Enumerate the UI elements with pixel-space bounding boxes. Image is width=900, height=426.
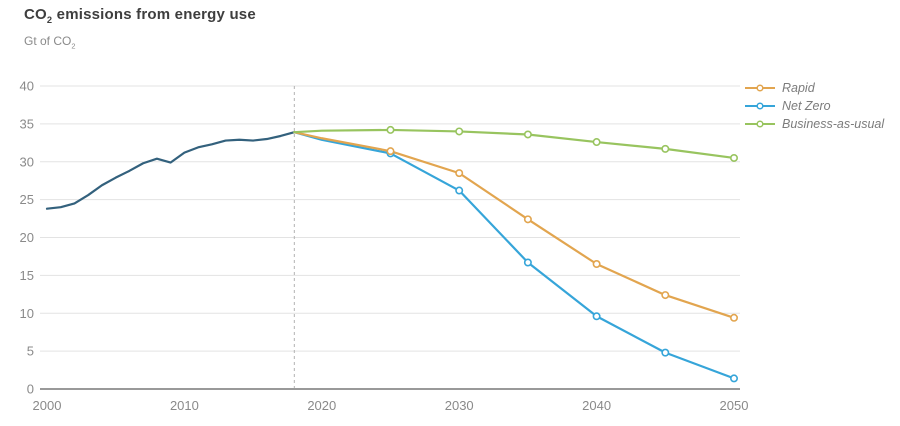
chart-title: CO2 emissions from energy use (24, 6, 256, 25)
series-marker-rapid (661, 291, 670, 300)
series-marker-net_zero (729, 374, 738, 383)
x-tick-label: 2040 (582, 398, 611, 413)
y-tick-label: 20 (20, 230, 34, 245)
legend-item-net-zero: Net Zero (745, 97, 884, 115)
chart-title-text: CO (24, 6, 47, 23)
series-marker-bau (661, 144, 670, 153)
x-tick-label: 2030 (445, 398, 474, 413)
series-marker-rapid (592, 260, 601, 269)
series-line-history (45, 131, 296, 210)
series-line-net_zero (293, 131, 736, 380)
series-line-rapid (293, 131, 736, 319)
legend-item-business-as-usual: Business-as-usual (745, 115, 884, 133)
series-marker-rapid (729, 313, 738, 322)
x-tick-label: 2020 (307, 398, 336, 413)
series-marker-bau (523, 130, 532, 139)
series-marker-bau (729, 153, 738, 162)
y-tick-label: 0 (27, 382, 34, 397)
y-tick-label: 40 (20, 79, 34, 94)
series-marker-rapid (386, 147, 395, 156)
series-marker-net_zero (523, 258, 532, 267)
series-marker-rapid (523, 215, 532, 224)
legend-swatch-net-zero-icon (745, 102, 775, 110)
chart-unit-subscript: 2 (71, 41, 76, 51)
series-marker-net_zero (455, 186, 464, 195)
y-tick-label: 25 (20, 192, 34, 207)
legend-item-rapid: Rapid (745, 79, 884, 97)
series-line-bau (293, 128, 736, 160)
legend-label-rapid: Rapid (782, 81, 815, 95)
legend: Rapid Net Zero Business-as-usual (745, 79, 884, 133)
x-tick-label: 2000 (33, 398, 62, 413)
chart-title-subscript: 2 (46, 15, 53, 25)
legend-label-net-zero: Net Zero (782, 99, 831, 113)
series-marker-net_zero (592, 312, 601, 321)
y-tick-label: 5 (27, 344, 34, 359)
x-tick-label: 2010 (170, 398, 199, 413)
x-tick-label: 2050 (720, 398, 749, 413)
y-tick-label: 30 (20, 154, 34, 169)
legend-swatch-rapid-icon (745, 84, 775, 92)
y-tick-label: 15 (20, 268, 34, 283)
chart-unit-label: Gt of CO2 (24, 34, 75, 50)
legend-label-business-as-usual: Business-as-usual (782, 117, 885, 131)
chart-unit-text: Gt of CO (24, 34, 72, 48)
series-marker-rapid (455, 169, 464, 178)
series-marker-net_zero (661, 348, 670, 357)
legend-swatch-business-as-usual-icon (745, 120, 775, 128)
chart-title-text-rest: emissions from energy use (52, 6, 256, 23)
series-marker-bau (455, 127, 464, 136)
y-tick-label: 10 (20, 306, 34, 321)
series-marker-bau (386, 125, 395, 134)
series-marker-bau (592, 138, 601, 147)
y-tick-label: 35 (20, 116, 34, 131)
